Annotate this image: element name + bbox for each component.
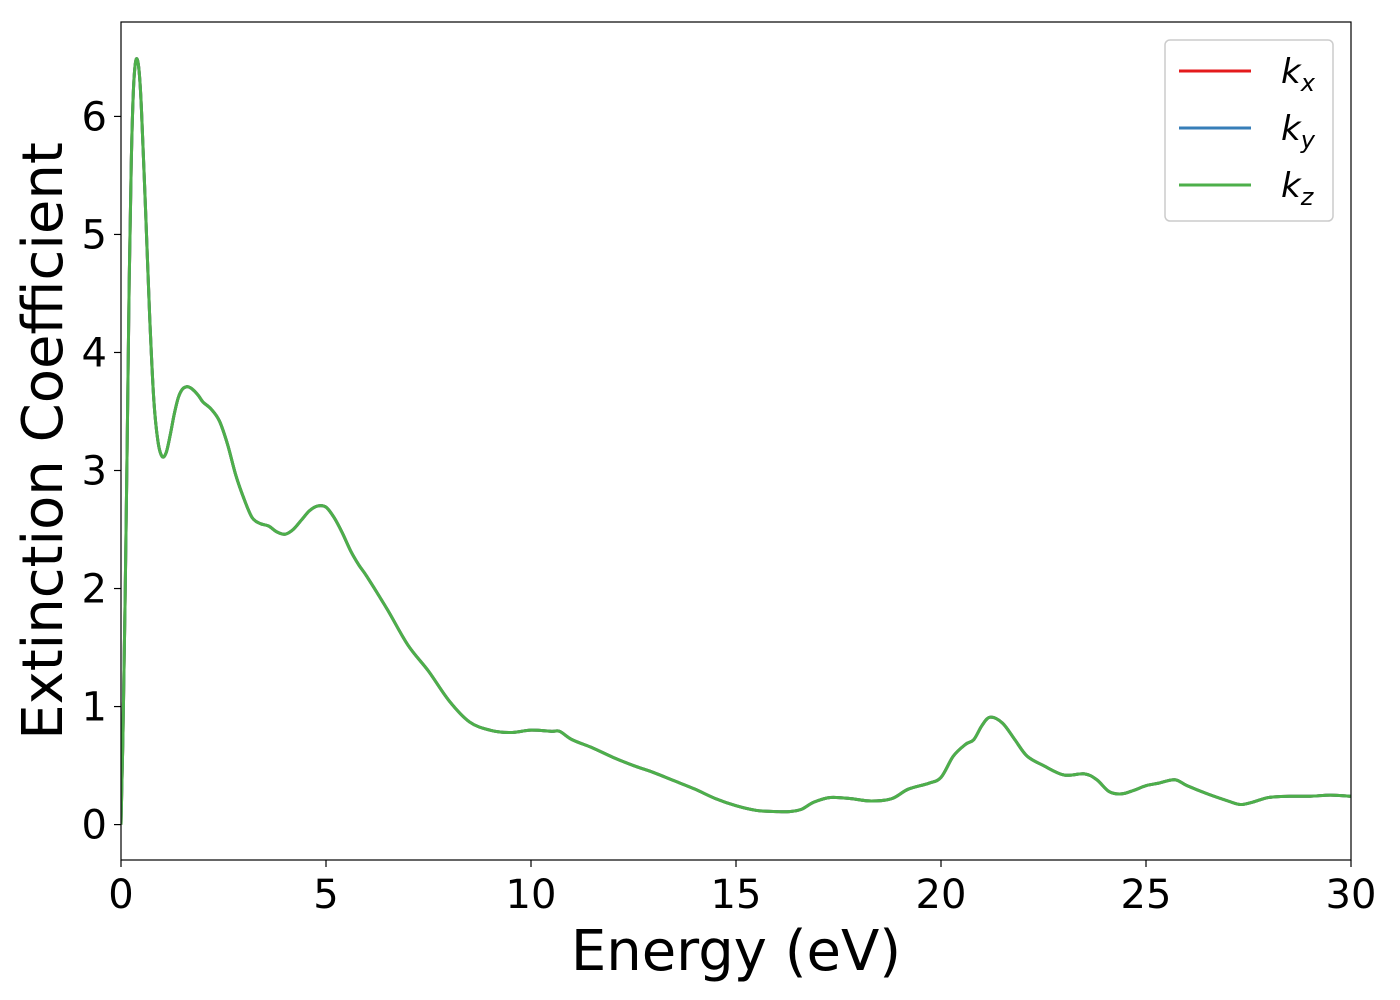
x-tick-label: 25 [1121, 872, 1172, 918]
y-tick-label: 2 [82, 567, 107, 613]
x-tick-label: 5 [313, 872, 338, 918]
y-tick-label: 1 [82, 685, 107, 731]
y-axis: 0 1 2 3 4 5 6 [82, 94, 121, 849]
x-axis: 0 5 10 15 20 25 30 [108, 860, 1376, 918]
y-tick-label: 6 [82, 94, 107, 140]
legend-label-ky: ky [1281, 109, 1316, 154]
y-tick-label: 0 [82, 803, 107, 849]
legend-box [1164, 39, 1334, 222]
x-tick-label: 30 [1326, 872, 1377, 918]
legend-label-kz: kz [1281, 166, 1315, 211]
legend-label-kx: kx [1281, 52, 1316, 97]
x-tick-label: 15 [711, 872, 762, 918]
y-tick-label: 5 [82, 212, 107, 258]
series-line-kz [121, 57, 1351, 825]
y-axis-title: Extinction Coefficient [11, 142, 76, 740]
legend: kx ky kz [1164, 39, 1334, 222]
x-tick-label: 10 [506, 872, 557, 918]
x-tick-label: 0 [108, 872, 133, 918]
series-layer [121, 57, 1351, 825]
x-axis-title: Energy (eV) [571, 919, 901, 984]
y-tick-label: 4 [82, 330, 107, 376]
x-tick-label: 20 [916, 872, 967, 918]
y-tick-label: 3 [82, 449, 107, 495]
